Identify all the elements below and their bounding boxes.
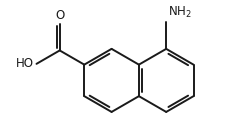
- Text: O: O: [55, 9, 64, 22]
- Text: HO: HO: [16, 57, 34, 70]
- Text: NH$_2$: NH$_2$: [167, 5, 191, 21]
